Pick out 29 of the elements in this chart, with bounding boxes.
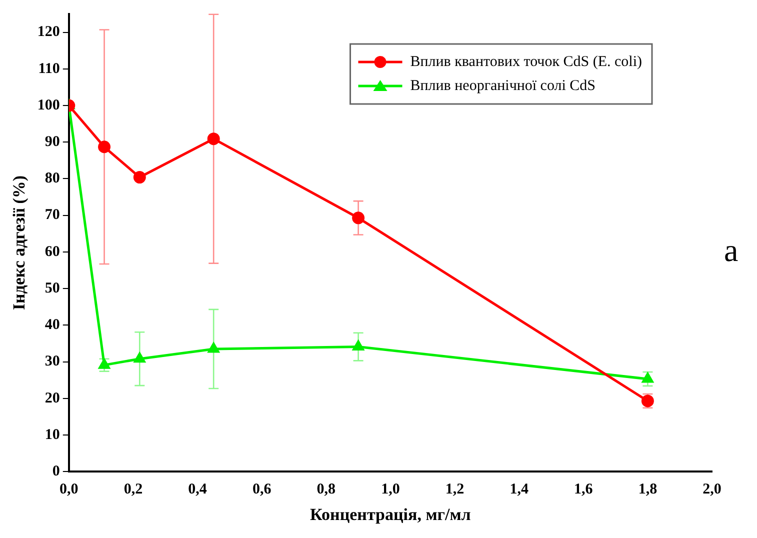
x-tick-label: 0,2 <box>124 481 143 498</box>
x-tick-label: 1,2 <box>445 481 464 498</box>
y-tick-label: 10 <box>44 426 60 443</box>
legend-label: Вплив неорганічної солі CdS <box>410 78 596 94</box>
y-tick-label: 0 <box>52 463 60 480</box>
x-tick-label: 0,4 <box>188 481 208 498</box>
legend-label: Вплив квантових точок CdS (E. coli) <box>410 54 642 70</box>
x-tick-label: 0,0 <box>60 481 78 498</box>
y-tick-label: 60 <box>44 244 60 260</box>
y-tick-label: 30 <box>44 354 60 370</box>
y-tick-label: 40 <box>44 317 60 334</box>
x-tick-label: 1,0 <box>381 481 400 498</box>
y-tick-label: 80 <box>44 170 60 187</box>
x-axis-title: Концентрація, мг/мл <box>310 505 472 524</box>
y-tick-label: 120 <box>37 24 60 40</box>
y-tick-label: 70 <box>44 207 60 224</box>
x-tick-label: 0,6 <box>252 481 272 498</box>
y-tick-label: 110 <box>38 60 60 77</box>
y-tick-label: 90 <box>44 134 60 150</box>
text: a <box>724 232 738 268</box>
x-tick-label: 1,6 <box>574 481 594 498</box>
y-tick-label: 50 <box>44 280 60 296</box>
y-axis-title: Індекс адгезії (%) <box>10 175 29 310</box>
x-tick-label: 2,0 <box>702 481 722 498</box>
y-tick-label: 20 <box>44 390 60 406</box>
x-tick-label: 1,4 <box>510 481 529 498</box>
x-tick-label: 0,8 <box>316 481 336 498</box>
x-tick-label: 1,8 <box>638 481 658 498</box>
y-tick-label: 100 <box>37 97 60 114</box>
